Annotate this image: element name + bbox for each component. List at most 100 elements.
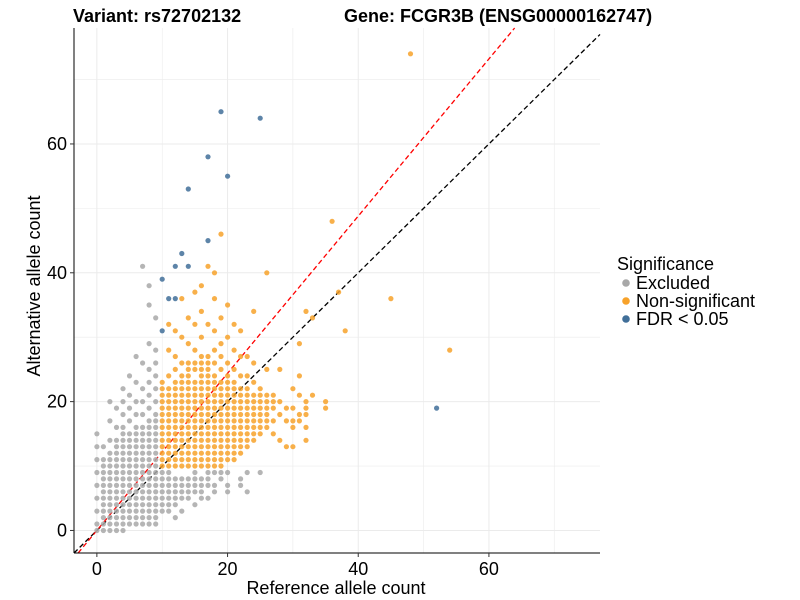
- data-point: [94, 495, 100, 501]
- tick-labels: 0 20 40 60 0 20 40 60: [47, 134, 499, 579]
- data-point: [166, 437, 172, 443]
- data-point: [205, 360, 211, 366]
- data-point: [120, 431, 126, 437]
- data-point: [133, 521, 139, 527]
- legend-key: [622, 279, 630, 287]
- legend-title: Significance: [617, 254, 714, 274]
- data-point: [126, 489, 133, 495]
- data-point: [120, 489, 126, 495]
- data-point: [146, 424, 152, 430]
- data-point: [94, 444, 100, 450]
- data-point: [192, 424, 198, 430]
- data-point: [146, 302, 152, 308]
- data-point: [192, 418, 198, 424]
- data-point: [107, 469, 113, 476]
- data-point: [126, 508, 133, 514]
- data-point: [225, 424, 231, 430]
- data-point: [211, 457, 218, 463]
- data-point: [153, 457, 159, 463]
- data-point: [179, 411, 185, 418]
- data-point: [225, 379, 231, 385]
- data-point: [100, 495, 106, 501]
- legend-label: Excluded: [636, 273, 710, 293]
- x-axis-title: Reference allele count: [246, 578, 425, 598]
- data-point: [218, 476, 224, 482]
- data-point: [120, 399, 126, 405]
- data-point: [270, 405, 276, 411]
- data-point: [218, 315, 224, 321]
- data-point: [251, 431, 257, 437]
- data-point: [100, 508, 106, 514]
- data-point: [146, 495, 152, 501]
- data-point: [251, 379, 257, 385]
- data-point: [218, 109, 224, 115]
- data-point: [211, 373, 218, 379]
- data-point: [185, 366, 191, 372]
- data-point: [185, 315, 191, 321]
- data-point: [205, 353, 211, 360]
- data-point: [198, 308, 204, 314]
- data-point: [166, 457, 172, 463]
- data-point: [126, 495, 133, 501]
- data-point: [107, 521, 113, 527]
- data-point: [205, 399, 211, 405]
- data-point: [185, 411, 191, 418]
- data-point: [166, 495, 172, 501]
- data-point: [238, 353, 244, 360]
- data-point: [218, 450, 224, 456]
- data-point: [179, 424, 185, 430]
- data-point: [172, 495, 178, 501]
- data-point: [100, 463, 106, 469]
- data-point: [153, 437, 159, 443]
- data-point: [140, 411, 146, 418]
- title-variant: Variant: rs72702132: [73, 6, 241, 26]
- data-point: [172, 411, 178, 418]
- data-point: [172, 405, 178, 411]
- data-point: [159, 476, 165, 482]
- data-point: [336, 289, 342, 295]
- data-point: [146, 283, 152, 289]
- data-point: [198, 411, 204, 418]
- data-point: [303, 308, 309, 314]
- data-point: [159, 489, 165, 495]
- data-point: [166, 482, 172, 488]
- data-point: [251, 399, 257, 405]
- data-point: [211, 418, 218, 424]
- data-point: [218, 469, 224, 476]
- data-point: [120, 495, 126, 501]
- data-point: [198, 431, 204, 437]
- data-point: [179, 431, 185, 437]
- data-point: [185, 418, 191, 424]
- data-point: [107, 450, 113, 456]
- data-point: [290, 444, 296, 450]
- data-point: [179, 463, 185, 469]
- data-point: [225, 399, 231, 405]
- data-point: [225, 431, 231, 437]
- y-axis-title: Alternative allele count: [24, 195, 44, 376]
- data-point: [140, 508, 146, 514]
- data-point: [388, 296, 394, 302]
- data-point: [146, 366, 152, 372]
- data-point: [140, 450, 146, 456]
- data-point: [218, 399, 224, 405]
- data-point: [172, 476, 178, 482]
- data-point: [179, 444, 185, 450]
- data-point: [107, 502, 113, 508]
- data-point: [172, 457, 178, 463]
- data-point: [120, 444, 126, 450]
- data-point: [166, 431, 172, 437]
- data-point: [126, 463, 133, 469]
- data-point: [153, 386, 159, 392]
- data-point: [126, 431, 133, 437]
- data-point: [179, 379, 185, 385]
- data-point: [205, 411, 211, 418]
- data-point: [113, 508, 120, 514]
- data-point: [146, 405, 152, 411]
- data-point: [264, 399, 270, 405]
- data-point: [179, 482, 185, 488]
- data-point: [244, 411, 250, 418]
- data-point: [244, 418, 250, 424]
- data-point: [296, 341, 302, 347]
- data-point: [153, 469, 159, 476]
- data-point: [225, 405, 231, 411]
